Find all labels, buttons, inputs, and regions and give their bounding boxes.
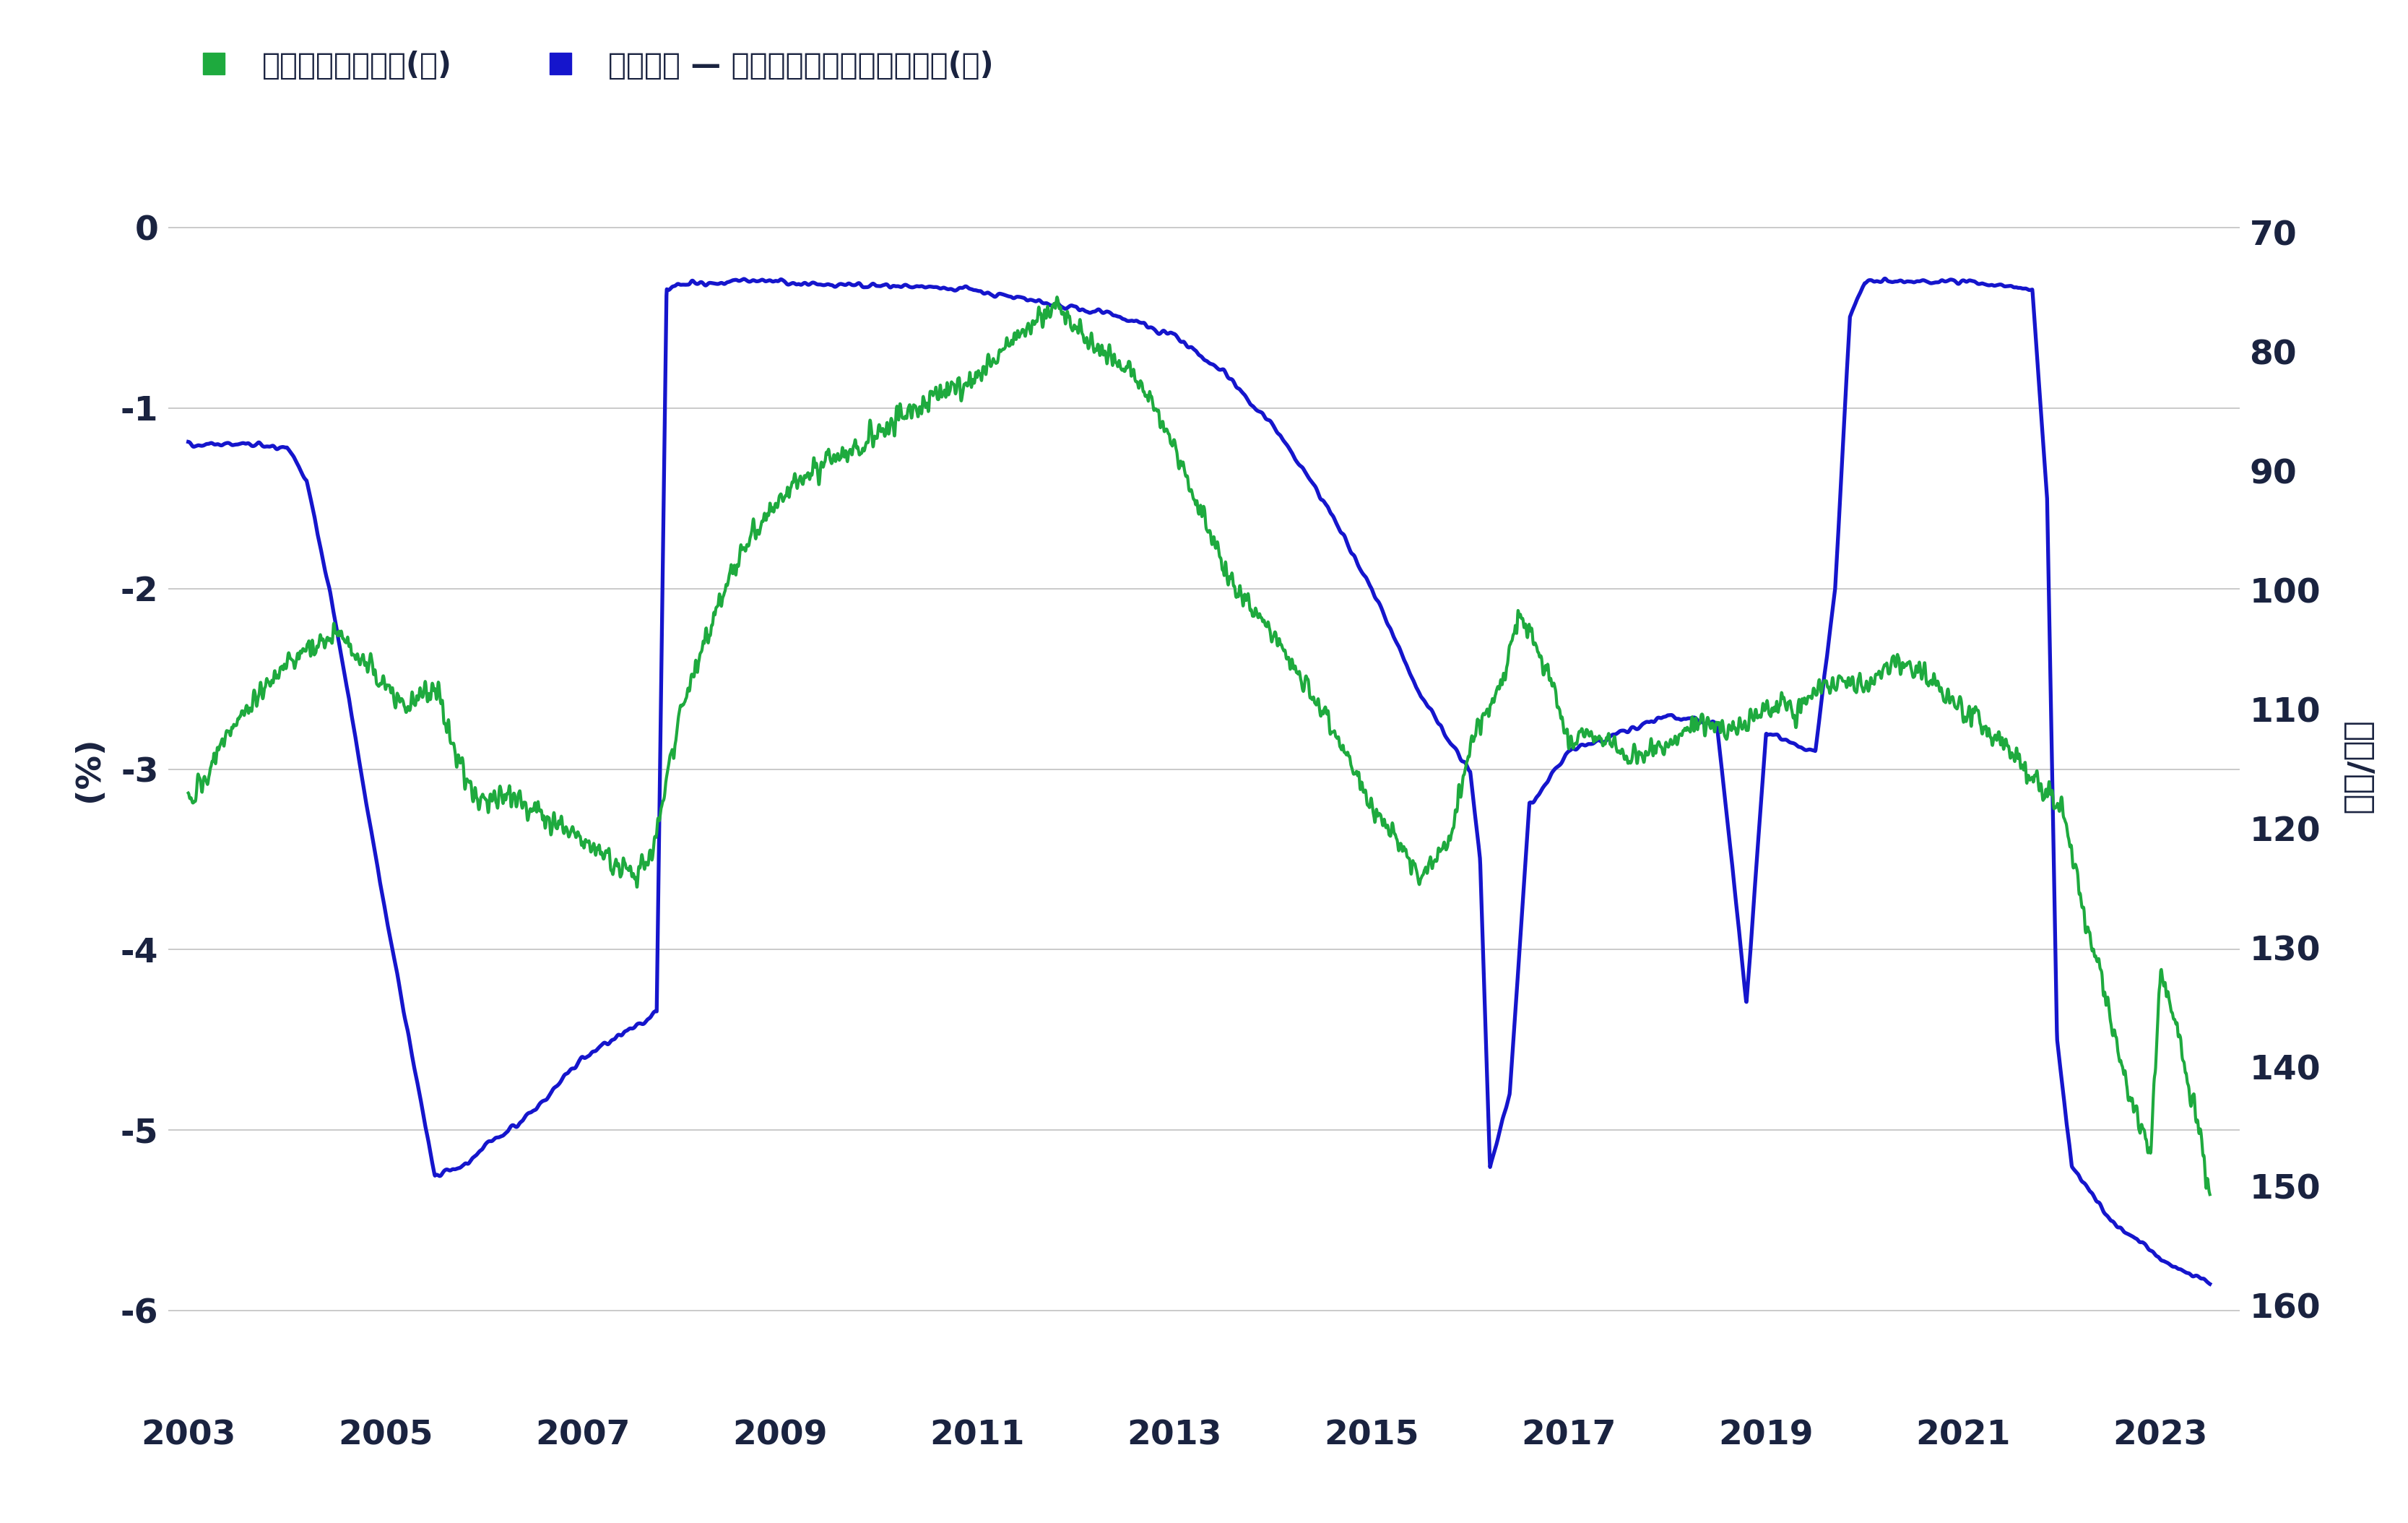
Y-axis label: 美元/日圓: 美元/日圓	[2341, 722, 2374, 816]
Y-axis label: (%): (%)	[72, 737, 106, 801]
Legend: 美元兆日圓，反向(右), 匯率差距 — 已對沖收益減去未對沖收益(左): 美元兆日圓，反向(右), 匯率差距 — 已對沖收益減去未對沖收益(左)	[183, 38, 1007, 93]
